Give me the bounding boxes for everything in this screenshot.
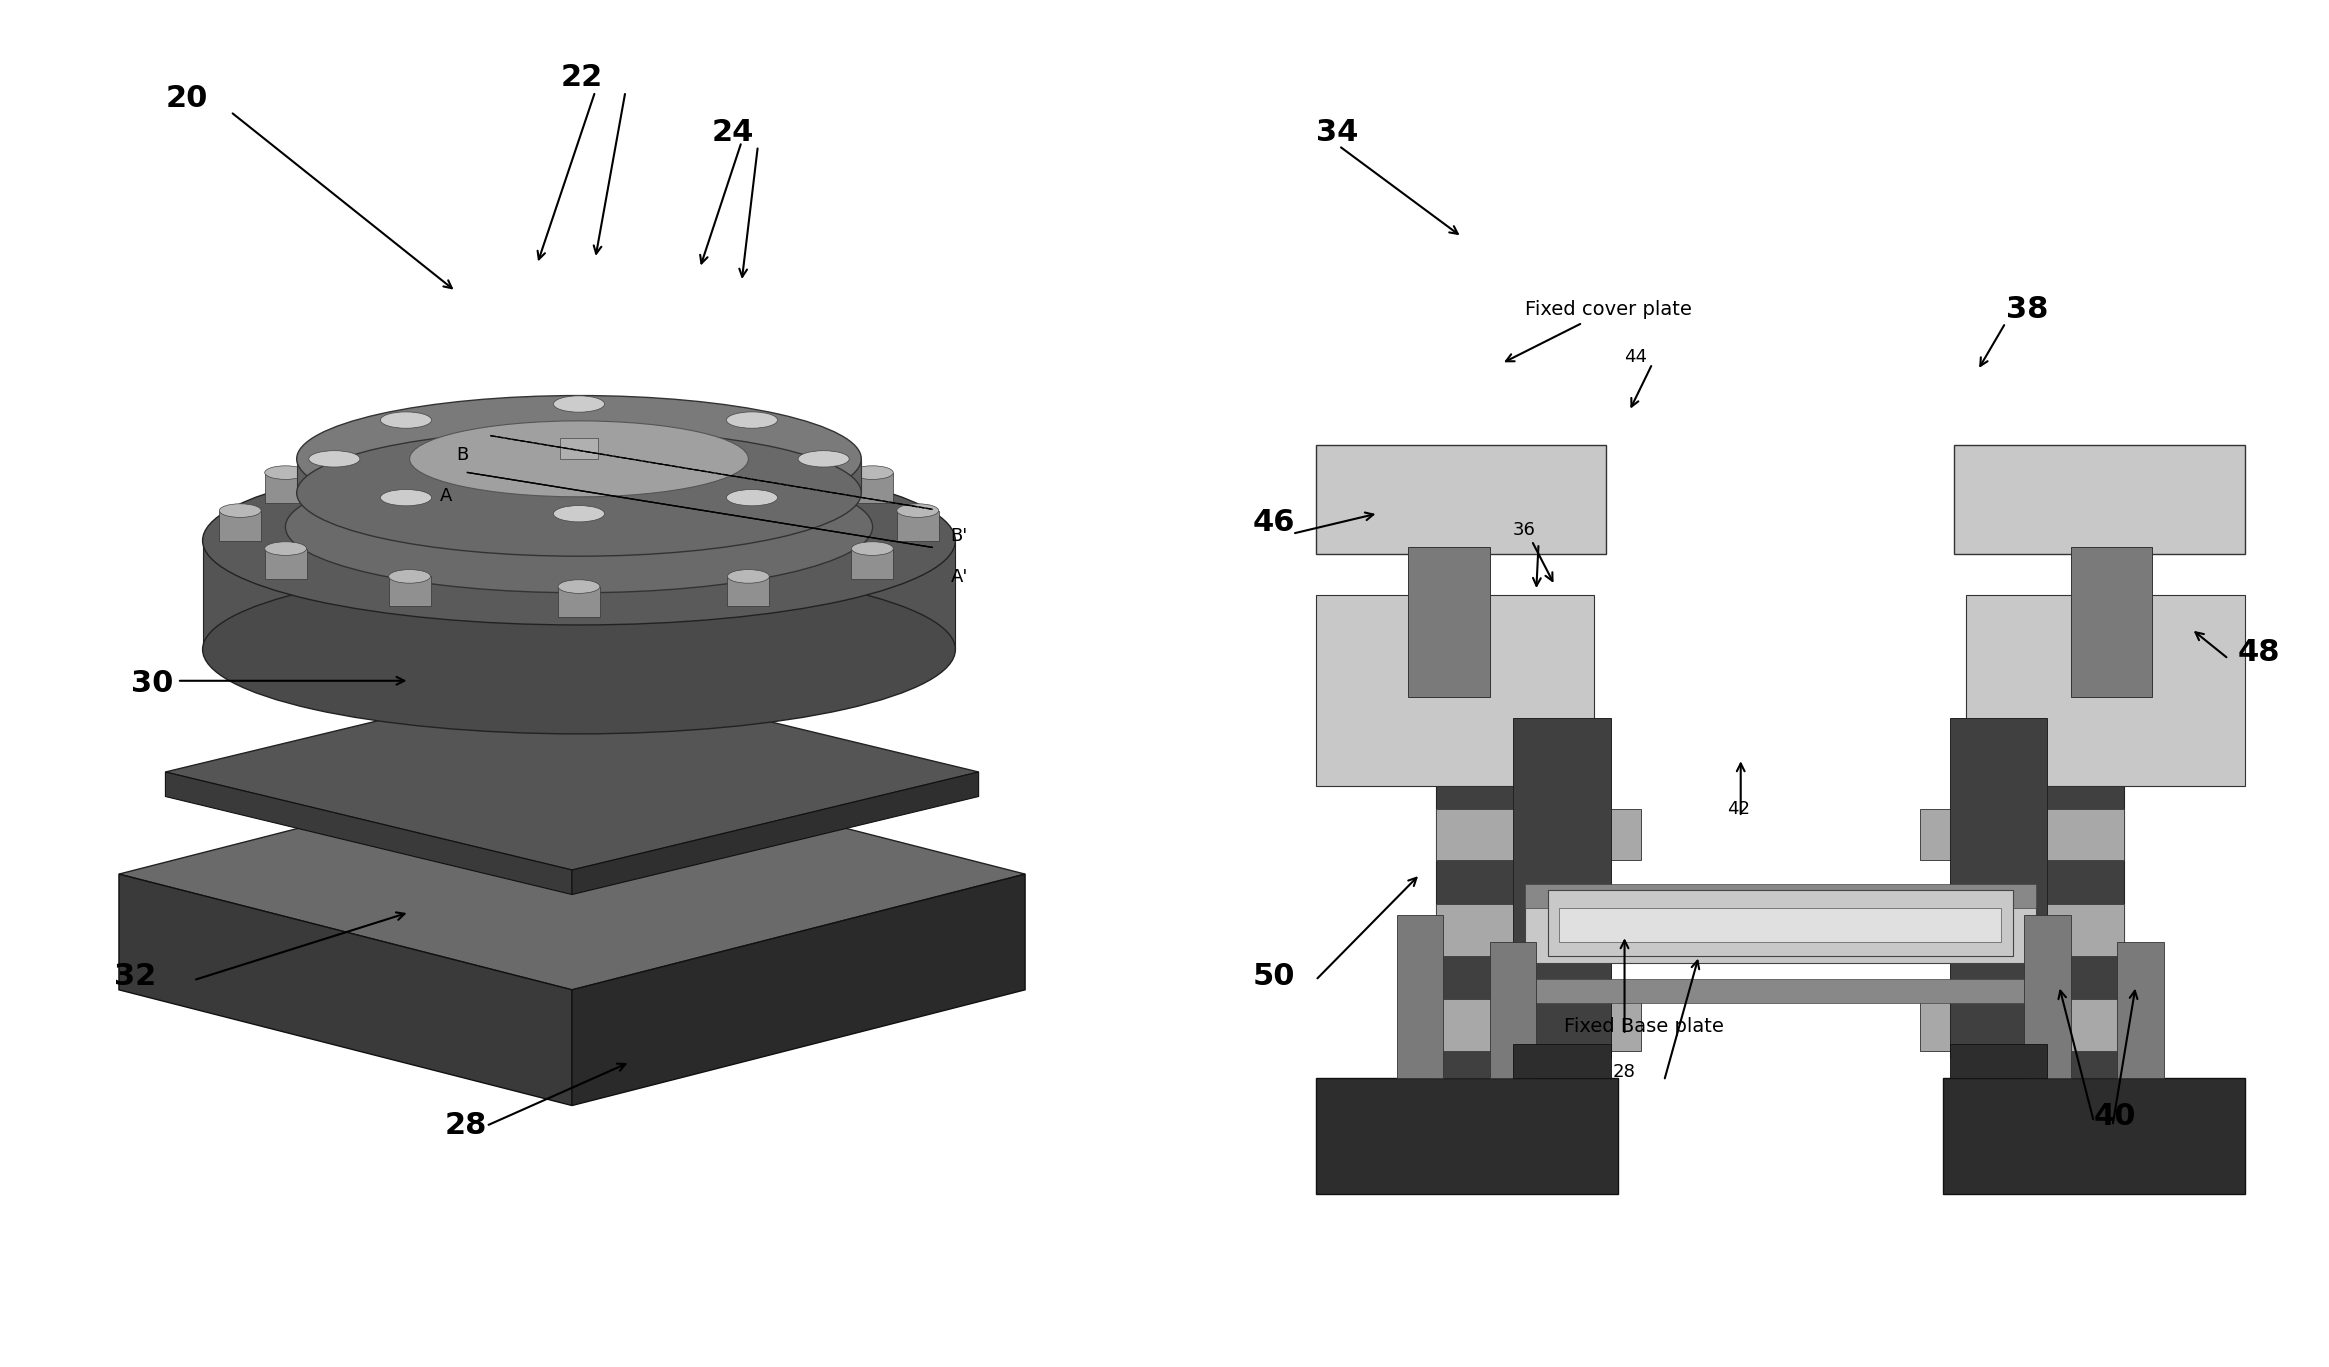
- Polygon shape: [165, 772, 573, 894]
- Text: 44: 44: [1626, 347, 1647, 366]
- Text: A': A': [950, 569, 969, 586]
- Ellipse shape: [266, 466, 307, 480]
- Bar: [1966, 595, 2245, 786]
- Ellipse shape: [389, 437, 431, 451]
- Bar: [1942, 1079, 2245, 1193]
- Ellipse shape: [727, 570, 769, 584]
- Ellipse shape: [389, 570, 431, 584]
- Ellipse shape: [554, 396, 606, 413]
- Polygon shape: [852, 548, 894, 578]
- Text: 48: 48: [2238, 637, 2280, 667]
- Polygon shape: [559, 435, 601, 465]
- Bar: [1525, 883, 2036, 908]
- Ellipse shape: [852, 466, 894, 480]
- Bar: [1437, 999, 1642, 1051]
- Text: Fixed Base plate: Fixed Base plate: [1565, 1017, 1723, 1036]
- Polygon shape: [165, 674, 978, 869]
- Ellipse shape: [799, 451, 850, 468]
- Text: 38: 38: [2005, 295, 2047, 324]
- Bar: [561, 439, 599, 459]
- Ellipse shape: [897, 504, 939, 517]
- Bar: [1919, 999, 2124, 1051]
- Bar: [1514, 718, 1612, 1058]
- Ellipse shape: [296, 429, 862, 556]
- Text: 40: 40: [2094, 1102, 2136, 1131]
- Ellipse shape: [296, 395, 862, 522]
- Text: 20: 20: [165, 83, 207, 112]
- Ellipse shape: [727, 489, 778, 506]
- Ellipse shape: [554, 506, 606, 522]
- Ellipse shape: [559, 428, 601, 442]
- Bar: [1949, 1044, 2047, 1079]
- Bar: [1954, 446, 2245, 554]
- Bar: [2117, 942, 2164, 1079]
- Text: 28: 28: [445, 1111, 487, 1140]
- Ellipse shape: [727, 411, 778, 428]
- Polygon shape: [573, 772, 978, 894]
- Text: 30: 30: [130, 668, 172, 699]
- Polygon shape: [119, 759, 1025, 990]
- Bar: [1437, 904, 1642, 956]
- Text: Fixed cover plate: Fixed cover plate: [1525, 299, 1691, 319]
- Text: 24: 24: [710, 118, 755, 146]
- Bar: [1949, 718, 2047, 1058]
- Text: A: A: [440, 487, 452, 504]
- Bar: [1525, 887, 2036, 962]
- Ellipse shape: [380, 489, 431, 506]
- Text: B: B: [456, 446, 468, 463]
- Polygon shape: [389, 444, 431, 474]
- Bar: [1437, 809, 1642, 860]
- Bar: [1437, 697, 1525, 1079]
- Bar: [2070, 547, 2152, 697]
- Bar: [1316, 595, 1595, 786]
- Ellipse shape: [266, 541, 307, 555]
- Ellipse shape: [727, 437, 769, 451]
- Polygon shape: [727, 444, 769, 474]
- Text: B': B': [950, 528, 969, 545]
- Bar: [2024, 915, 2070, 1079]
- Polygon shape: [852, 473, 894, 503]
- Ellipse shape: [559, 580, 601, 593]
- Ellipse shape: [310, 451, 361, 468]
- Polygon shape: [219, 511, 261, 540]
- Text: 28: 28: [1614, 1062, 1635, 1080]
- Polygon shape: [266, 548, 307, 578]
- Bar: [1919, 809, 2124, 860]
- Polygon shape: [897, 511, 939, 540]
- Ellipse shape: [203, 457, 955, 625]
- Polygon shape: [266, 473, 307, 503]
- Bar: [1491, 942, 1537, 1079]
- Polygon shape: [296, 459, 862, 493]
- Text: 42: 42: [1726, 800, 1749, 817]
- Ellipse shape: [286, 461, 873, 593]
- Bar: [2036, 697, 2124, 1079]
- Polygon shape: [559, 586, 601, 617]
- Ellipse shape: [380, 411, 431, 428]
- Bar: [1919, 904, 2124, 956]
- Bar: [1525, 979, 2036, 1003]
- Bar: [1397, 915, 1444, 1079]
- Text: 22: 22: [561, 63, 603, 92]
- Ellipse shape: [410, 421, 748, 496]
- Ellipse shape: [203, 565, 955, 734]
- Ellipse shape: [219, 504, 261, 517]
- Polygon shape: [389, 577, 431, 607]
- Text: 50: 50: [1253, 962, 1295, 991]
- Text: 34: 34: [1316, 118, 1358, 146]
- Bar: [1514, 1044, 1612, 1079]
- Polygon shape: [203, 540, 955, 649]
- Bar: [1549, 890, 2012, 956]
- Text: 46: 46: [1253, 509, 1295, 537]
- Bar: [1560, 908, 2001, 942]
- Polygon shape: [119, 874, 573, 1106]
- Text: 36: 36: [1514, 521, 1535, 539]
- Text: 32: 32: [114, 962, 156, 991]
- Bar: [1409, 547, 1491, 697]
- Polygon shape: [727, 577, 769, 607]
- Bar: [1316, 446, 1607, 554]
- Bar: [1316, 1079, 1619, 1193]
- Polygon shape: [573, 874, 1025, 1106]
- Ellipse shape: [852, 541, 894, 555]
